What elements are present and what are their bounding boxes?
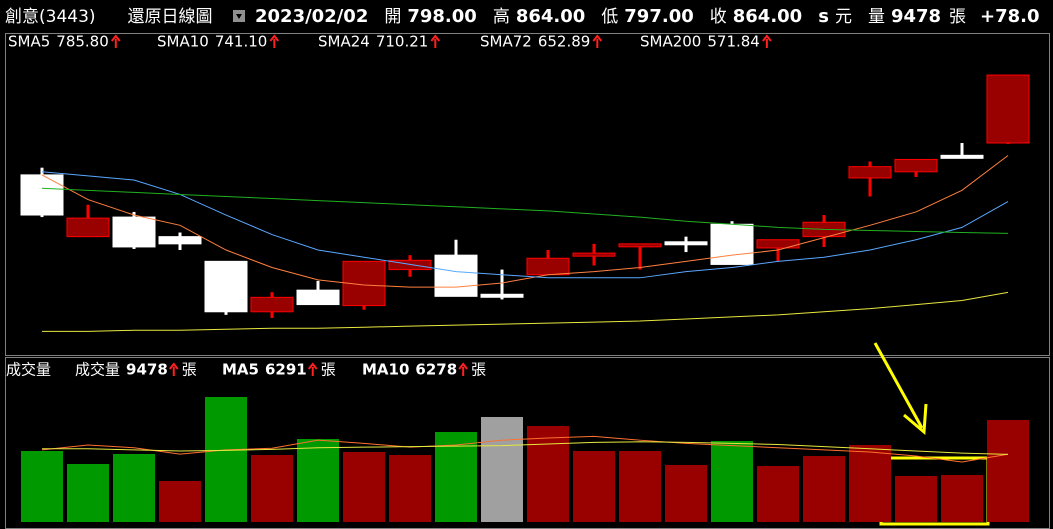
legend-value: 652.89 (538, 33, 591, 51)
legend-value: 710.21 (376, 33, 429, 51)
candle-body (434, 254, 478, 297)
legend-unit: 張 (321, 361, 336, 379)
candle-body (250, 296, 294, 313)
candle-body (388, 259, 432, 271)
volume-bar (21, 450, 63, 522)
up-arrow (111, 34, 121, 48)
candle-body (940, 154, 984, 159)
legend-name: SMA10 (157, 33, 209, 51)
volume-bar (205, 397, 247, 522)
volume-bar (435, 431, 477, 522)
volume-bar (481, 416, 523, 522)
volume-value: 9478 (891, 6, 941, 27)
up-arrow (762, 34, 772, 48)
legend-name: SMA24 (318, 33, 370, 51)
legend-value: 571.84 (707, 33, 760, 51)
dropdown-arrow (236, 14, 242, 19)
volume-bar (389, 455, 431, 522)
legend-unit: 張 (471, 361, 486, 379)
ohlc-label: 開 (384, 7, 401, 27)
legend-name: SMA5 (8, 33, 50, 51)
volume-bar (757, 466, 799, 522)
volume-bar (113, 453, 155, 522)
candle-body (480, 293, 524, 298)
ohlc-label: 高 (493, 7, 510, 27)
ohlc-value: 798.00 (407, 6, 476, 27)
candle-body (756, 239, 800, 249)
ohlc-value: 797.00 (624, 6, 693, 27)
candle-body (66, 217, 110, 238)
volume-bar (895, 476, 937, 522)
candle-body (158, 236, 202, 245)
volume-bar (297, 438, 339, 522)
volume-bar (527, 426, 569, 522)
candle-body (986, 74, 1030, 144)
volume-bar (987, 419, 1029, 522)
candle-body (618, 243, 662, 248)
legend-name: SMA72 (480, 33, 532, 51)
s-label: s (818, 6, 829, 27)
ma-line (41, 187, 1009, 234)
up-arrow (168, 362, 179, 376)
legend-value: 6291 (265, 361, 307, 379)
candle-body (296, 289, 340, 306)
candle-body (894, 158, 938, 173)
legend-value: 741.10 (215, 33, 268, 51)
volume-bar (343, 451, 385, 522)
up-arrow (269, 34, 280, 48)
candle-body (572, 252, 616, 257)
candle-body (20, 174, 64, 216)
candle-body (848, 166, 892, 179)
candle-body (710, 223, 754, 265)
volume-ma-line (42, 441, 1009, 455)
legend-name: MA5 (222, 361, 259, 379)
ma-line (41, 155, 1009, 288)
stock-name: 創意(3443) (5, 7, 96, 27)
annotation-arrow-head (903, 403, 928, 436)
date: 2023/02/02 (255, 6, 368, 27)
volume-bar (251, 455, 293, 522)
ohlc-label: 收 (710, 7, 727, 27)
volume-bar (573, 450, 615, 522)
price-panel (5, 33, 1050, 356)
up-arrow (592, 34, 603, 48)
legend-unit: 張 (182, 361, 197, 379)
candle-body (204, 260, 248, 313)
up-arrow (430, 34, 441, 48)
legend-name: SMA200 (640, 33, 701, 51)
ohlc-value: 864.00 (733, 6, 802, 27)
legend-value: 6278 (415, 361, 457, 379)
legend-name: 成交量 (75, 361, 120, 379)
candle-body (526, 257, 570, 276)
ohlc-label: 低 (601, 7, 618, 27)
volume-bar (159, 480, 201, 522)
volume-bar (67, 464, 109, 522)
change: +78.0 (980, 6, 1040, 27)
annotation-arrow (873, 342, 924, 429)
up-arrow (458, 362, 468, 376)
legend-value: 9478 (126, 361, 168, 379)
currency: 元 (835, 7, 852, 27)
candle-body (112, 216, 156, 248)
volume-bar (849, 445, 891, 522)
legend-name: MA10 (362, 361, 409, 379)
volume-bar (803, 456, 845, 522)
candle-body (664, 241, 708, 246)
chart-mode: 還原日線圖 (128, 7, 213, 27)
volume-ma-line (41, 435, 1009, 463)
volume-unit: 張 (949, 7, 966, 27)
volume-bar (619, 450, 661, 522)
ohlc-value: 864.00 (516, 6, 585, 27)
ma-line (41, 171, 1009, 279)
volume-bar (711, 440, 753, 522)
legend-value: 785.80 (56, 33, 109, 51)
volume-bar (665, 465, 707, 522)
ma-line (42, 291, 1009, 332)
volume-bar (941, 475, 983, 522)
up-arrow (307, 362, 318, 376)
panel-title: 成交量 (6, 361, 51, 379)
volume-label: 量 (868, 7, 885, 27)
